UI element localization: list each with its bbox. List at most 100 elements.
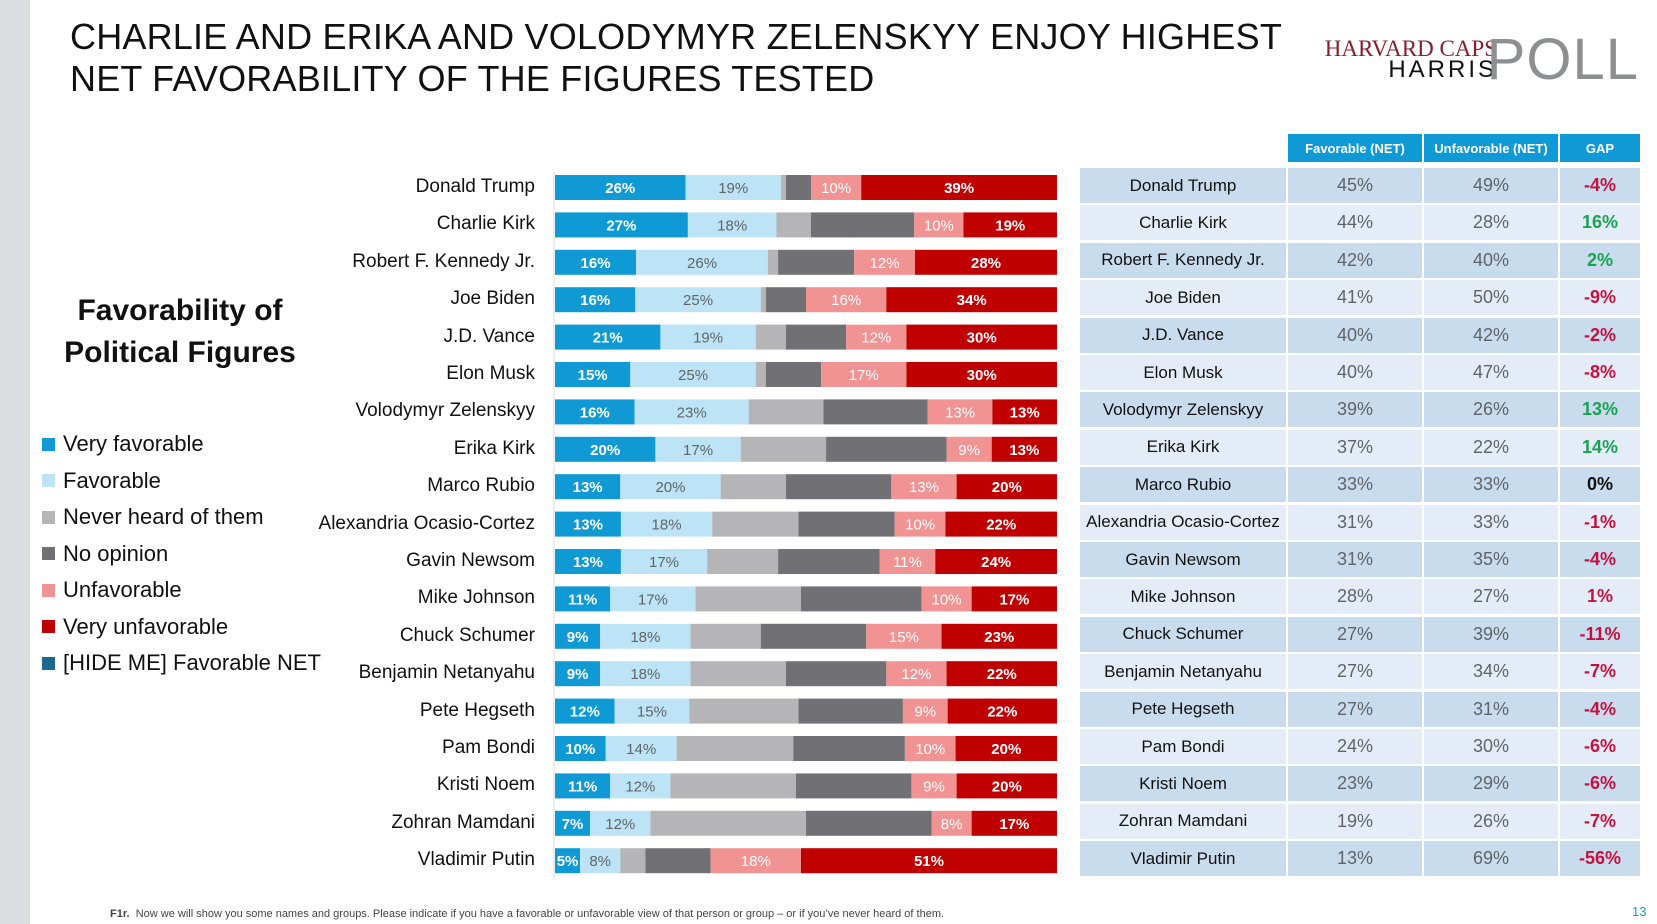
table-cell-unfavorable: 40%: [1424, 242, 1558, 278]
bar-data-label: 15%: [578, 367, 608, 384]
legend-swatch: [42, 656, 55, 670]
table-cell-unfavorable: 42%: [1424, 317, 1558, 353]
table-cell-name: Vladimir Putin: [1080, 841, 1286, 877]
bar-segment-very-unfavorable: [886, 287, 1057, 313]
table-cell-favorable: 28%: [1288, 579, 1422, 615]
bar-segment-never-heard: [755, 324, 786, 350]
bar-segment-never-heard: [650, 810, 806, 836]
bar-segment-very-favorable: [555, 399, 635, 425]
bar-segment-very-favorable: [555, 362, 631, 387]
bar-segment-very-favorable: [555, 324, 661, 350]
table-cell-name: Benjamin Netanyahu: [1080, 654, 1286, 690]
legend-label: Very unfavorable: [63, 613, 229, 639]
bar-data-label: 24%: [981, 554, 1011, 571]
table-cell-favorable: 23%: [1288, 766, 1422, 802]
bar-data-label: 12%: [625, 778, 655, 795]
bar-data-label: 17%: [999, 816, 1029, 833]
bar-data-label: 9%: [567, 666, 589, 683]
table-cell-gap: 1%: [1560, 579, 1640, 615]
bar-segment-very-unfavorable: [956, 773, 1057, 799]
bar-segment-no-opinion: [778, 249, 855, 275]
table-cell-unfavorable: 27%: [1424, 579, 1558, 615]
table-cell-gap: -1%: [1560, 504, 1640, 540]
chart-title: Favorability of Political Figures: [40, 290, 320, 374]
legend-item: Favorable: [42, 463, 321, 500]
bar-data-label: 27%: [606, 217, 636, 234]
bar-segment-unfavorable: [710, 848, 801, 874]
bar-data-label: 21%: [593, 330, 623, 347]
bar-segment-favorable: [620, 511, 713, 537]
bar-data-label: 17%: [849, 367, 879, 384]
category-label: Chuck Schumer: [399, 624, 535, 646]
bar-data-label: 18%: [630, 666, 660, 683]
bar-segment-very-favorable: [555, 549, 621, 574]
bar-segment-favorable: [610, 586, 696, 612]
table-row: Gavin Newsom 31% 35% -4%: [1080, 542, 1640, 577]
bar-segment-unfavorable: [866, 623, 942, 649]
category-label: Erika Kirk: [453, 437, 535, 459]
table-header: GAP: [1560, 134, 1640, 162]
table-cell-favorable: 42%: [1288, 242, 1422, 278]
table-cell-unfavorable: 26%: [1424, 803, 1558, 839]
bar-data-label: 12%: [605, 816, 635, 833]
legend-swatch: [42, 547, 55, 561]
bar-segment-very-favorable: [555, 175, 686, 200]
bar-data-label: 28%: [971, 255, 1001, 272]
category-label: Kristi Noem: [436, 774, 535, 796]
legend-item: Very unfavorable: [42, 609, 321, 646]
bar-segment-very-unfavorable: [861, 175, 1057, 200]
table-row: Joe Biden 41% 50% -9%: [1080, 280, 1640, 316]
bar-data-label: 18%: [741, 853, 771, 870]
bar-segment-never-heard: [720, 474, 786, 500]
bar-segment-no-opinion: [795, 773, 912, 799]
table-cell-gap: -8%: [1560, 355, 1640, 390]
table-cell-gap: 13%: [1560, 392, 1640, 428]
chart-title-line-2: Political Figures: [64, 336, 296, 369]
bar-data-label: 10%: [924, 217, 954, 234]
category-label: Pam Bondi: [442, 737, 535, 758]
bar-segment-favorable: [685, 175, 781, 200]
bar-data-label: 23%: [984, 629, 1014, 646]
bar-segment-unfavorable: [806, 287, 887, 313]
table-row: Chuck Schumer 27% 39% -11%: [1080, 616, 1640, 652]
bar-segment-unfavorable: [811, 175, 862, 200]
table-cell-favorable: 31%: [1288, 504, 1422, 540]
bar-segment-no-opinion: [810, 212, 915, 238]
table-cell-gap: 16%: [1560, 205, 1640, 241]
bar-segment-unfavorable: [927, 399, 993, 425]
bar-segment-very-favorable: [555, 474, 621, 500]
bar-data-label: 12%: [901, 666, 931, 683]
bar-data-label: 10%: [565, 741, 595, 758]
table-cell-unfavorable: 22%: [1424, 429, 1558, 465]
bar-segment-very-favorable: [555, 661, 601, 687]
bar-segment-very-favorable: [555, 586, 611, 612]
table-cell-name: Robert F. Kennedy Jr.: [1080, 242, 1286, 278]
bar-data-label: 10%: [821, 180, 851, 197]
bar-data-label: 19%: [693, 330, 723, 347]
category-label: Benjamin Netanyahu: [358, 662, 535, 684]
table-cell-gap: -4%: [1560, 542, 1640, 577]
table-cell-favorable: 33%: [1288, 467, 1422, 503]
bar-segment-no-opinion: [800, 586, 922, 612]
bar-segment-very-unfavorable: [906, 324, 1057, 350]
bar-segment-no-opinion: [760, 623, 867, 649]
table-cell-gap: -4%: [1560, 691, 1640, 727]
table-cell-favorable: 24%: [1288, 729, 1422, 764]
legend-swatch: [42, 510, 55, 524]
category-label: J.D. Vance: [443, 325, 535, 347]
bar-data-label: 22%: [987, 704, 1017, 721]
bar-segment-very-unfavorable: [963, 212, 1057, 238]
bar-segment-favorable: [636, 249, 768, 275]
category-label: Elon Musk: [446, 363, 535, 384]
table-cell-unfavorable: 35%: [1424, 542, 1558, 577]
legend-swatch: [42, 583, 55, 597]
category-label: Donald Trump: [415, 176, 535, 197]
bar-segment-very-unfavorable: [971, 586, 1057, 612]
table-cell-unfavorable: 50%: [1424, 280, 1558, 316]
table-cell-name: Erika Kirk: [1080, 429, 1286, 465]
category-label: Alexandria Ocasio-Cortez: [318, 512, 535, 534]
table-row: Benjamin Netanyahu 27% 34% -7%: [1080, 654, 1640, 690]
table-cell-name: Zohran Mamdani: [1080, 803, 1286, 839]
table-cell-favorable: 45%: [1288, 168, 1422, 203]
table-cell-unfavorable: 34%: [1424, 654, 1558, 690]
